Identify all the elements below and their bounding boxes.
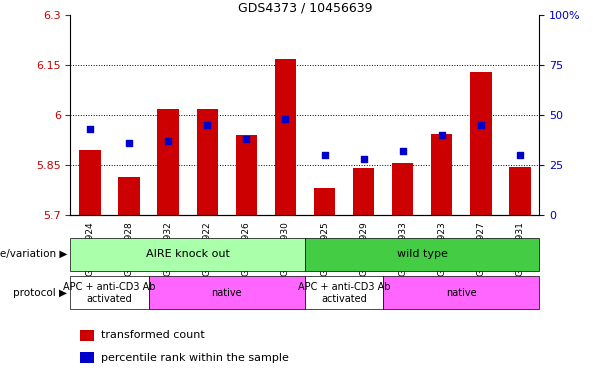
Bar xyxy=(383,276,539,309)
Point xyxy=(437,132,447,138)
Point xyxy=(202,122,212,128)
Bar xyxy=(158,109,179,215)
Title: GDS4373 / 10456639: GDS4373 / 10456639 xyxy=(238,1,372,14)
Bar xyxy=(235,135,257,215)
Point xyxy=(319,152,329,158)
Bar xyxy=(431,134,452,215)
Bar xyxy=(149,276,305,309)
Bar xyxy=(197,109,218,215)
Bar xyxy=(70,276,149,309)
Point xyxy=(242,136,251,142)
Point xyxy=(85,126,95,132)
Bar xyxy=(70,238,305,271)
Bar xyxy=(392,164,413,215)
Bar xyxy=(79,150,101,215)
Point xyxy=(515,152,525,158)
Text: protocol ▶: protocol ▶ xyxy=(13,288,67,298)
Bar xyxy=(470,72,492,215)
Point xyxy=(281,116,291,122)
Bar xyxy=(275,59,296,215)
Bar xyxy=(80,329,94,341)
Bar xyxy=(353,169,375,215)
Bar xyxy=(314,189,335,215)
Point xyxy=(163,138,173,144)
Text: AIRE knock out: AIRE knock out xyxy=(146,249,230,260)
Point xyxy=(476,122,485,128)
Text: native: native xyxy=(211,288,242,298)
Bar xyxy=(305,238,539,271)
Point xyxy=(124,140,134,146)
Bar xyxy=(118,177,140,215)
Text: wild type: wild type xyxy=(397,249,447,260)
Point xyxy=(359,156,368,162)
Text: native: native xyxy=(446,288,476,298)
Bar xyxy=(305,276,383,309)
Bar xyxy=(509,167,531,215)
Text: APC + anti-CD3 Ab
activated: APC + anti-CD3 Ab activated xyxy=(63,282,156,304)
Text: transformed count: transformed count xyxy=(101,330,205,340)
Text: APC + anti-CD3 Ab
activated: APC + anti-CD3 Ab activated xyxy=(298,282,390,304)
Bar xyxy=(80,352,94,363)
Point xyxy=(398,148,408,154)
Text: percentile rank within the sample: percentile rank within the sample xyxy=(101,353,289,362)
Text: genotype/variation ▶: genotype/variation ▶ xyxy=(0,249,67,260)
